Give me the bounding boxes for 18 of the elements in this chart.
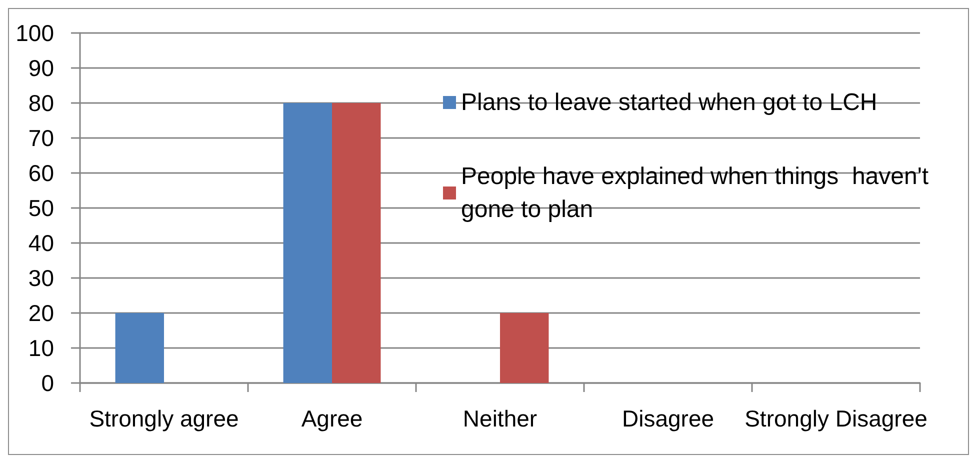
x-tick-label: Neither [462,406,538,432]
x-tick-label: Strongly Disagree [744,406,928,432]
y-tick-label: 60 [28,160,54,186]
y-tick-label: 90 [28,55,54,81]
y-tick-label: 20 [28,300,54,326]
y-tick-label: 50 [28,195,54,221]
y-tick-label: 10 [28,335,54,361]
legend-label: Plans to leave started when got to LCH [461,89,878,116]
x-tick-label: Agree [301,406,363,432]
x-tick-label: Strongly agree [89,406,239,432]
x-tick-label: Disagree [622,406,714,432]
y-tick-label: 80 [28,90,54,116]
legend-label: People have explained when things haven't gone to plan [461,163,936,223]
y-tick-label: 30 [28,265,54,291]
y-tick-label: 0 [41,370,54,396]
y-tick-label: 100 [16,20,54,46]
y-tick-label: 70 [28,125,54,151]
y-tick-label: 40 [28,230,54,256]
